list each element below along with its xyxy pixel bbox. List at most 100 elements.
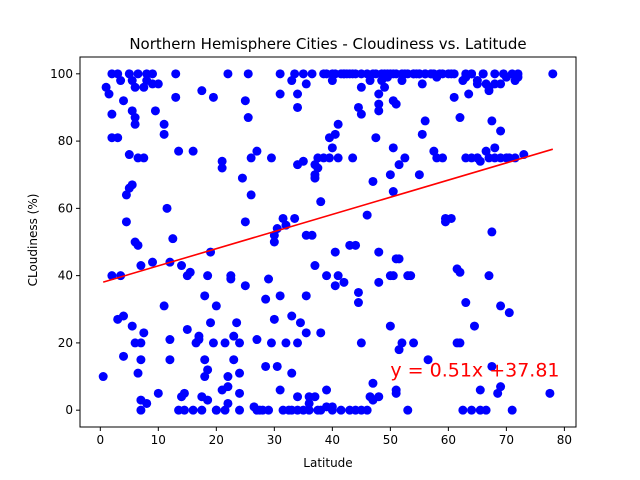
data-point: [287, 368, 297, 378]
data-point: [472, 79, 482, 89]
data-point: [356, 109, 366, 119]
data-point: [487, 116, 497, 126]
data-point: [130, 119, 140, 129]
data-point: [148, 69, 158, 79]
data-point: [391, 99, 401, 109]
data-point: [139, 82, 149, 92]
data-point: [235, 405, 245, 415]
y-tick-label: 40: [58, 269, 73, 283]
data-point: [496, 79, 506, 89]
data-point: [130, 113, 140, 123]
data-point: [385, 170, 395, 180]
data-point: [133, 368, 143, 378]
data-point: [368, 378, 378, 388]
data-point: [513, 72, 523, 82]
data-point: [240, 281, 250, 291]
data-point: [487, 227, 497, 237]
data-point: [339, 277, 349, 287]
data-point: [104, 89, 114, 99]
data-point: [481, 146, 491, 156]
data-point: [188, 405, 198, 415]
data-point: [133, 69, 143, 79]
data-point: [545, 388, 555, 398]
data-point: [136, 261, 146, 271]
data-point: [217, 163, 227, 173]
data-point: [548, 69, 558, 79]
data-point: [269, 314, 279, 324]
data-point: [493, 388, 503, 398]
data-point: [388, 271, 398, 281]
data-point: [197, 86, 207, 96]
data-point: [139, 153, 149, 163]
data-point: [290, 213, 300, 223]
data-point: [98, 372, 108, 382]
data-point: [272, 361, 282, 371]
data-point: [208, 92, 218, 102]
data-point: [119, 351, 129, 361]
data-point: [162, 203, 172, 213]
data-point: [223, 372, 233, 382]
data-point: [455, 338, 465, 348]
data-point: [121, 217, 131, 227]
data-point: [185, 267, 195, 277]
data-point: [136, 338, 146, 348]
data-point: [264, 274, 274, 284]
data-point: [266, 153, 276, 163]
x-tick-label: 10: [151, 433, 166, 447]
data-point: [101, 82, 111, 92]
data-point: [490, 143, 500, 153]
data-point: [353, 298, 363, 308]
data-point: [304, 405, 314, 415]
data-point: [301, 79, 311, 89]
data-point: [127, 76, 137, 86]
data-point: [203, 395, 213, 405]
x-axis-ticks: 0 10 20 30 40 50 60 70 80: [96, 427, 572, 447]
x-tick-label: 30: [267, 433, 282, 447]
data-point: [200, 372, 210, 382]
y-tick-label: 80: [58, 134, 73, 148]
data-point: [504, 308, 514, 318]
data-point: [409, 338, 419, 348]
data-point: [252, 335, 262, 345]
data-point: [353, 102, 363, 112]
data-point: [365, 76, 375, 86]
data-point: [301, 291, 311, 301]
data-point: [127, 106, 137, 116]
data-point: [223, 382, 233, 392]
data-point: [275, 69, 285, 79]
data-point: [374, 392, 384, 402]
data-point: [324, 153, 334, 163]
data-point: [194, 335, 204, 345]
data-point: [394, 160, 404, 170]
data-point: [275, 89, 285, 99]
data-point: [406, 271, 416, 281]
data-point: [121, 190, 131, 200]
data-point: [330, 247, 340, 257]
data-point: [203, 365, 213, 375]
data-point: [197, 405, 207, 415]
data-point: [229, 355, 239, 365]
data-point: [478, 69, 488, 79]
data-point: [397, 76, 407, 86]
data-point: [113, 69, 123, 79]
annotations: y = 0.51x +37.81: [390, 360, 559, 382]
data-point: [423, 355, 433, 365]
data-point: [307, 69, 317, 79]
data-point: [179, 388, 189, 398]
x-tick-label: 60: [441, 433, 456, 447]
data-point: [179, 405, 189, 415]
data-point: [119, 311, 129, 321]
data-point: [298, 156, 308, 166]
data-point: [380, 82, 390, 92]
x-axis-label: Latitude: [303, 456, 352, 470]
data-point: [127, 321, 137, 331]
data-point: [235, 338, 245, 348]
data-point: [168, 234, 178, 244]
data-point: [243, 113, 253, 123]
data-point: [159, 301, 169, 311]
data-point: [304, 398, 314, 408]
chart-title: Northern Hemisphere Cities - Cloudiness …: [129, 35, 526, 53]
data-point: [153, 388, 163, 398]
plot-frame: [79, 56, 577, 428]
